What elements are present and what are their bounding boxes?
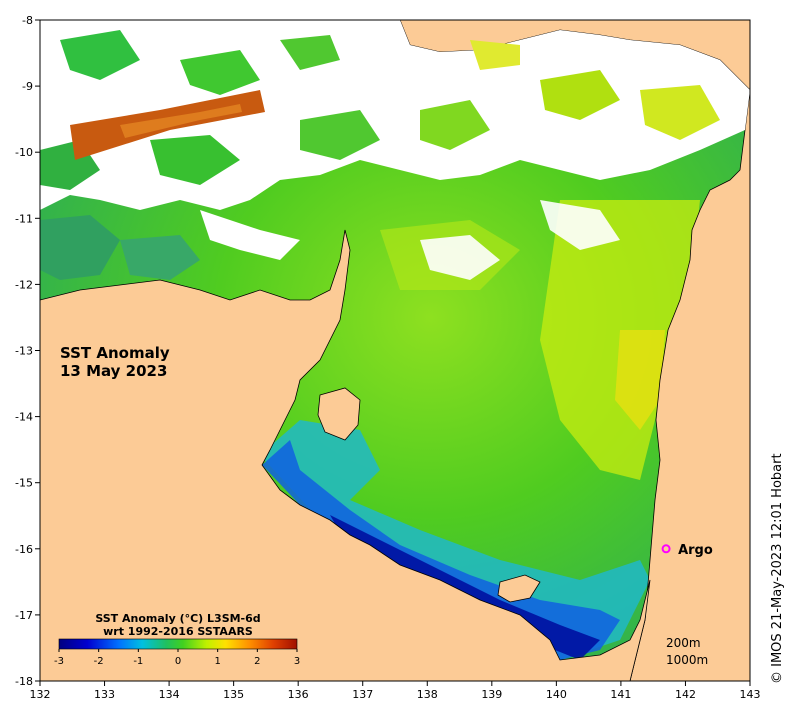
- map-title-line-2: 13 May 2023: [60, 362, 167, 380]
- x-tick-label: 137: [352, 688, 373, 701]
- cloud-speckle: [40, 30, 720, 280]
- x-tick-label: 142: [675, 688, 696, 701]
- x-tick-label: 141: [610, 688, 631, 701]
- colorbar-tick-label: 0: [175, 656, 181, 667]
- colorbar-tick-label: 2: [254, 656, 260, 667]
- x-tick-label: 132: [30, 688, 51, 701]
- colorbar: SST Anomaly (°C) L3SM-6d wrt 1992-2016 S…: [54, 612, 300, 667]
- y-tick-label: -9: [22, 80, 33, 93]
- argo-marker-icon[interactable]: [661, 544, 671, 554]
- y-tick-label: -16: [15, 543, 33, 556]
- colorbar-title-line-1: SST Anomaly (°C) L3SM-6d: [95, 612, 260, 625]
- x-tick-label: 143: [740, 688, 761, 701]
- imos-credit: © IMOS 21-May-2023 12:01 Hobart: [770, 453, 785, 684]
- depth-label-1000m: 1000m: [666, 653, 708, 667]
- colorbar-tick-label: 3: [294, 656, 300, 667]
- land-mornington-island: [497, 574, 541, 603]
- argo-float[interactable]: Argo: [661, 543, 713, 558]
- y-tick-label: -14: [15, 411, 33, 424]
- y-tick-label: -17: [15, 609, 33, 622]
- x-tick-label: 133: [94, 688, 115, 701]
- map-title-line-1: SST Anomaly: [60, 344, 170, 362]
- colorbar-tick-label: -1: [133, 656, 143, 667]
- y-tick-label: -15: [15, 477, 33, 490]
- x-tick-label: 138: [417, 688, 438, 701]
- argo-label: Argo: [678, 543, 713, 558]
- warm-anomaly-core: [615, 330, 665, 430]
- colorbar-tick-label: 1: [214, 656, 220, 667]
- y-tick-label: -18: [15, 675, 33, 688]
- y-axis: -8 -9 -10 -11 -12 -13 -14 -15 -16 -17 -18: [15, 14, 40, 688]
- cool-anomaly-cyan: [260, 420, 650, 660]
- x-axis: 132 133 134 135 136 137 138 139 140 141 142 143: [30, 681, 761, 701]
- colorbar-tick-label: -2: [94, 656, 104, 667]
- colorbar-title-line-2: wrt 1992-2016 SSTAARS: [103, 625, 253, 638]
- colorbar-tick-label: -3: [54, 656, 64, 667]
- land-groote-eylandt: [317, 387, 361, 441]
- x-tick-label: 134: [159, 688, 180, 701]
- depth-legend: 200m 1000m: [666, 636, 708, 667]
- colorbar-ticks: -3 -2 -1 0 1 2 3: [54, 649, 300, 667]
- x-tick-label: 136: [288, 688, 309, 701]
- cool-anomaly-deep: [330, 515, 600, 660]
- depth-label-200m: 200m: [666, 636, 701, 650]
- y-tick-label: -10: [15, 146, 33, 159]
- y-tick-label: -8: [22, 14, 33, 27]
- y-tick-label: -13: [15, 345, 33, 358]
- y-tick-label: -11: [15, 212, 33, 225]
- land-south-west: [40, 229, 651, 681]
- cool-anomaly-blue: [262, 440, 620, 660]
- x-tick-label: 140: [546, 688, 567, 701]
- x-tick-label: 135: [223, 688, 244, 701]
- warm-swath-highlight: [120, 104, 242, 138]
- colorbar-gradient: [58, 638, 298, 650]
- map-plot-area: [40, 20, 750, 681]
- y-tick-label: -12: [15, 278, 33, 291]
- x-tick-label: 139: [481, 688, 502, 701]
